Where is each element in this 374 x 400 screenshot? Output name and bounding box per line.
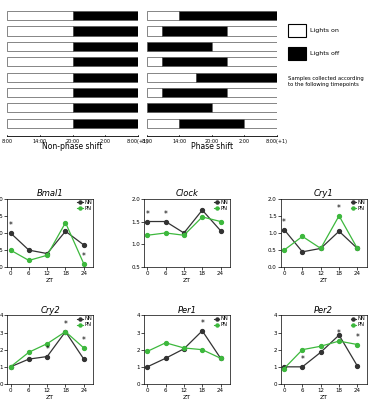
Bar (227, 57, 277, 66)
Bar (288, 47, 306, 60)
Bar (7, 119, 73, 128)
Legend: NN, PN: NN, PN (77, 316, 92, 328)
Bar (73, 119, 138, 128)
Title: Bmal1: Bmal1 (37, 189, 64, 198)
Legend: NN, PN: NN, PN (350, 316, 366, 328)
Legend: NN, PN: NN, PN (214, 199, 229, 211)
Text: Lights off: Lights off (310, 51, 339, 56)
Text: Lights on: Lights on (310, 28, 339, 33)
Text: *: * (82, 336, 86, 345)
Text: 8:00(+1): 8:00(+1) (127, 138, 148, 144)
Text: 20:00: 20:00 (65, 138, 80, 144)
X-axis label: ZT: ZT (46, 278, 54, 283)
Text: Phase shift: Phase shift (191, 142, 233, 151)
Bar (73, 57, 138, 66)
Text: *: * (300, 355, 304, 364)
Legend: NN, PN: NN, PN (350, 199, 366, 211)
Text: *: * (164, 210, 168, 219)
Bar (73, 11, 138, 20)
Bar (73, 26, 138, 36)
Bar (179, 11, 277, 20)
Text: *: * (82, 252, 86, 261)
Bar (73, 103, 138, 112)
Text: 14:00: 14:00 (172, 138, 186, 144)
Legend: NN, PN: NN, PN (77, 199, 92, 211)
X-axis label: ZT: ZT (320, 278, 328, 283)
Text: 14:00: 14:00 (33, 138, 47, 144)
X-axis label: ZT: ZT (46, 394, 54, 400)
Text: *: * (282, 218, 286, 227)
Bar (288, 24, 306, 37)
Bar (147, 72, 196, 82)
Bar (212, 103, 277, 112)
Bar (7, 11, 73, 20)
Text: *: * (355, 333, 359, 342)
Text: 2:00: 2:00 (99, 138, 111, 144)
Bar (7, 42, 73, 51)
Text: *: * (145, 210, 149, 219)
Bar (147, 88, 162, 97)
Bar (7, 57, 73, 66)
Bar (227, 26, 277, 36)
Bar (73, 88, 138, 97)
Bar (212, 42, 277, 51)
Text: 8:00(+1): 8:00(+1) (266, 138, 288, 144)
Text: 8:00: 8:00 (141, 138, 152, 144)
Title: Per1: Per1 (178, 306, 196, 314)
Title: Cry2: Cry2 (40, 306, 60, 314)
Bar (147, 103, 212, 112)
X-axis label: ZT: ZT (183, 278, 191, 283)
Bar (179, 119, 244, 128)
Bar (162, 26, 227, 36)
X-axis label: ZT: ZT (183, 394, 191, 400)
Legend: NN, PN: NN, PN (214, 316, 229, 328)
Bar (147, 57, 162, 66)
Bar (73, 42, 138, 51)
Title: Clock: Clock (175, 189, 199, 198)
Title: Cry1: Cry1 (314, 189, 334, 198)
Bar (73, 72, 138, 82)
Text: 2:00: 2:00 (239, 138, 250, 144)
Bar (7, 72, 73, 82)
Text: *: * (64, 320, 67, 329)
Bar (147, 11, 179, 20)
Bar (7, 88, 73, 97)
Bar (7, 26, 73, 36)
Text: Non-phase shift: Non-phase shift (42, 142, 103, 151)
Title: Per2: Per2 (314, 306, 333, 314)
Text: *: * (337, 329, 341, 338)
Text: *: * (337, 204, 341, 213)
Bar (147, 119, 179, 128)
Bar (162, 88, 227, 97)
Text: *: * (9, 221, 12, 230)
Bar (244, 119, 277, 128)
Bar (227, 88, 277, 97)
Bar (147, 26, 162, 36)
Text: *: * (45, 345, 49, 354)
Bar (162, 57, 227, 66)
Text: 20:00: 20:00 (205, 138, 219, 144)
Bar (147, 42, 212, 51)
Text: Samples collected according
to the following timepoints: Samples collected according to the follo… (288, 76, 364, 87)
Bar (196, 72, 277, 82)
X-axis label: ZT: ZT (320, 394, 328, 400)
Text: 8:00: 8:00 (2, 138, 13, 144)
Text: *: * (200, 319, 204, 328)
Bar (7, 103, 73, 112)
